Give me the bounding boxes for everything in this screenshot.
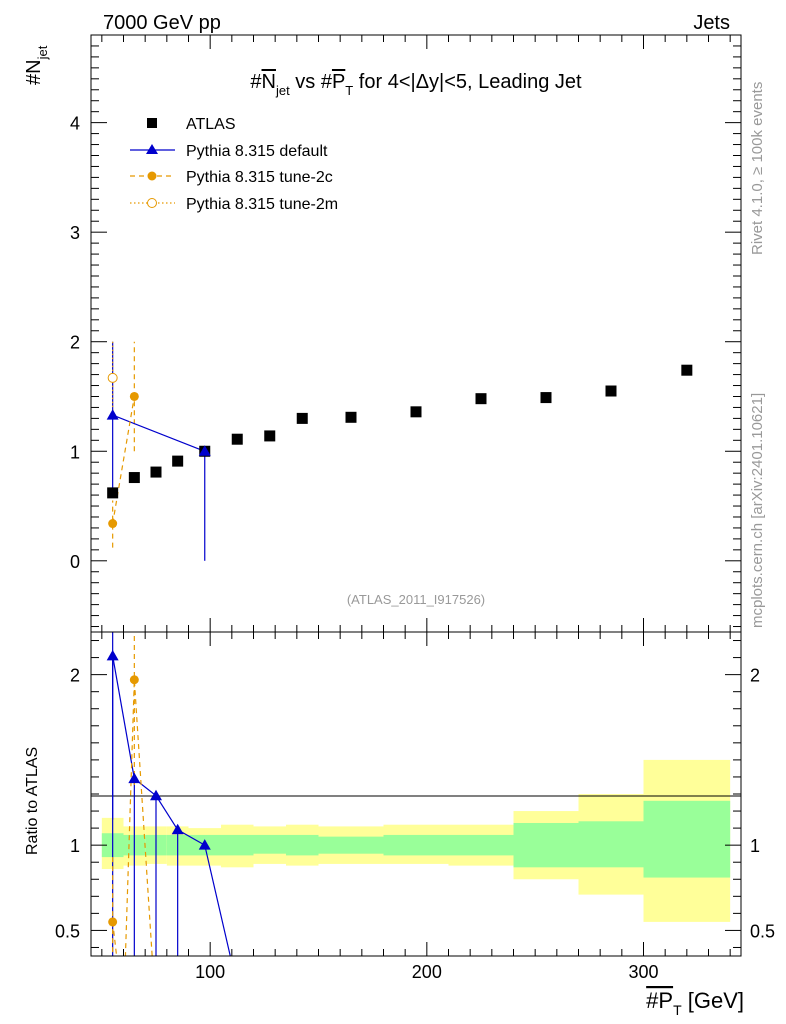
- default-ratio-point: [150, 789, 162, 801]
- main-data-layer: [106, 341, 693, 561]
- mcplots-label: mcplots.cern.ch [arXiv:2401.10621]: [749, 393, 766, 628]
- default-ratio-line: [112, 655, 231, 956]
- ratio-y-tick-label: 2: [70, 666, 80, 686]
- tune-2c-ratio-point: [108, 917, 118, 927]
- atlas-point: [540, 392, 552, 404]
- inner-band: [253, 834, 286, 854]
- tune-2c-point: [129, 391, 139, 401]
- atlas-point: [231, 433, 243, 445]
- main-y-tick-label: 3: [70, 223, 80, 243]
- legend-marker-circle: [147, 171, 157, 181]
- legend-item-default: Pythia 8.315 default: [130, 143, 328, 160]
- tune-2c-line: [112, 396, 135, 524]
- tune-2m-point: [107, 372, 118, 383]
- legend-marker-open-circle: [147, 198, 157, 208]
- ratio-axis-ticks: 100 200 300 0.5 0.5 1 1 2 2: [55, 632, 775, 982]
- legend-label-tune-2m: Pythia 8.315 tune-2m: [186, 196, 338, 213]
- inner-band: [578, 821, 644, 868]
- process-label: Jets: [693, 12, 730, 34]
- inner-band: [513, 822, 579, 868]
- legend-label-atlas: ATLAS: [186, 116, 236, 133]
- atlas-point: [296, 412, 308, 424]
- default-ratio-point: [198, 839, 211, 850]
- default-line: [112, 414, 205, 452]
- ratio-panel: 100 200 300 0.5 0.5 1 1 2 2 Ratio to ATLAS: [24, 631, 775, 982]
- y-axis-label: #Njet: [23, 45, 50, 85]
- main-axis-ticks: 0 1 2 3 4: [70, 35, 741, 632]
- x-tick-label: 100: [195, 962, 225, 982]
- legend-item-tune-2c: Pythia 8.315 tune-2c: [130, 169, 333, 186]
- atlas-point: [345, 411, 357, 423]
- main-y-tick-label: 4: [70, 114, 80, 134]
- default-point: [198, 445, 211, 456]
- default-ratio-point: [128, 772, 141, 784]
- watermark: (ATLAS_2011_I917526): [347, 592, 485, 607]
- main-y-tick-label: 1: [70, 442, 80, 462]
- atlas-point: [128, 472, 140, 484]
- ratio-y-tick-label: 0.5: [55, 921, 80, 941]
- main-y-tick-label: 2: [70, 333, 80, 353]
- rivet-label: Rivet 4.1.0, ≥ 100k events: [749, 82, 766, 255]
- default-ratio-point: [106, 649, 119, 661]
- inner-band: [383, 834, 449, 856]
- x-tick-label: 200: [412, 962, 442, 982]
- legend-marker-square: [147, 118, 157, 128]
- default-ratio-point: [171, 823, 184, 835]
- x-tick-label: 300: [628, 962, 658, 982]
- legend-item-atlas: ATLAS: [147, 116, 236, 133]
- legend-label-tune-2c: Pythia 8.315 tune-2c: [186, 169, 333, 186]
- atlas-point: [605, 385, 617, 397]
- atlas-point: [681, 364, 693, 376]
- ratio-series-group: [106, 632, 231, 956]
- atlas-point: [410, 406, 422, 418]
- plot-title: #Njet vs #PT for 4<|Δy|<5, Leading Jet: [250, 71, 582, 98]
- inner-band: [221, 834, 254, 856]
- tune-2c-point: [108, 519, 118, 529]
- legend-label-default: Pythia 8.315 default: [186, 143, 328, 160]
- inner-band: [448, 834, 514, 856]
- ratio-y-tick-label-right: 2: [750, 666, 760, 686]
- x-axis-label: #PT [GeV]: [646, 988, 744, 1018]
- legend: ATLAS Pythia 8.315 default Pythia 8.315 …: [130, 116, 338, 213]
- tune-2c-ratio-point: [129, 675, 139, 685]
- ratio-y-axis-label: Ratio to ATLAS: [24, 747, 41, 855]
- atlas-point: [475, 393, 487, 405]
- atlas-point: [107, 487, 119, 499]
- ratio-y-tick-label-right: 0.5: [750, 921, 775, 941]
- inner-band: [643, 800, 731, 878]
- inner-band: [318, 836, 384, 854]
- main-panel: 0 1 2 3 4 #Njet vs #PT for 4<|Δy|<5, Leading…: [23, 34, 742, 633]
- tune-2c-ratio-line: [112, 679, 153, 956]
- ratio-y-tick-label-right: 1: [750, 836, 760, 856]
- atlas-point: [264, 430, 276, 442]
- ratio-data-layer: [106, 632, 231, 956]
- main-y-tick-label: 0: [70, 552, 80, 572]
- energy-label: 7000 GeV pp: [103, 12, 221, 34]
- legend-marker-triangle: [146, 144, 158, 154]
- atlas-point: [150, 466, 162, 478]
- inner-band: [286, 834, 319, 856]
- atlas-point: [172, 455, 184, 467]
- legend-item-tune-2m: Pythia 8.315 tune-2m: [130, 196, 338, 213]
- default-point: [106, 409, 119, 420]
- ratio-y-tick-label: 1: [70, 836, 80, 856]
